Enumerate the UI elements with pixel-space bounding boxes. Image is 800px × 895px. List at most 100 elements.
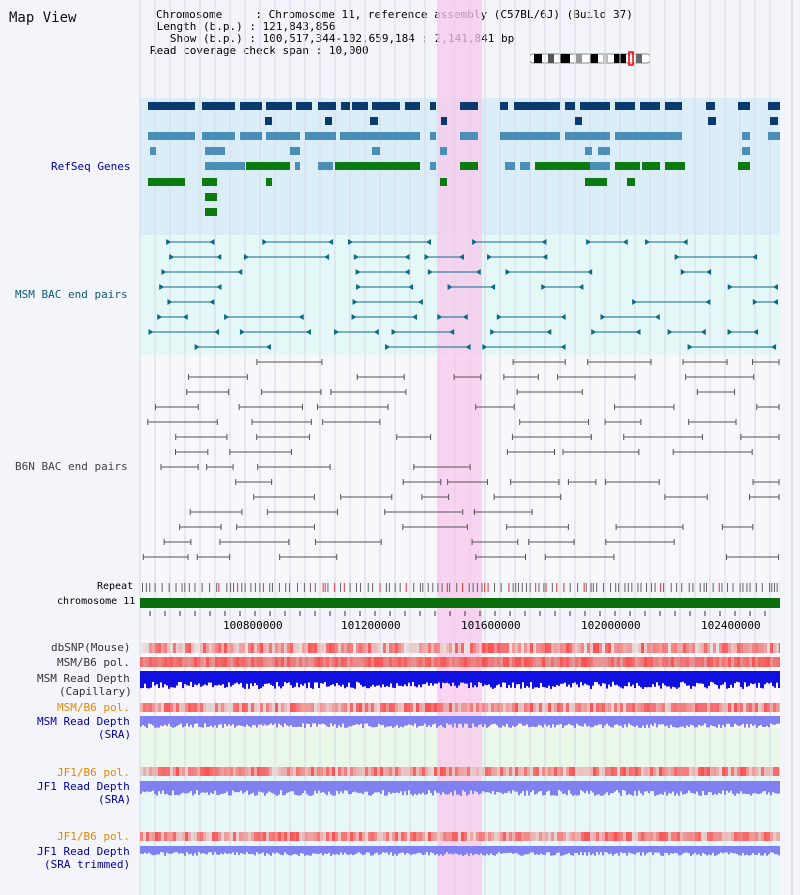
- read-depth-bar: [480, 671, 482, 683]
- tracks-layer[interactable]: [140, 102, 782, 856]
- read-depth-bar: [448, 716, 450, 725]
- read-depth-bar: [768, 671, 770, 684]
- pol-strip-cell: [275, 643, 278, 653]
- read-depth-bar: [386, 781, 388, 796]
- pol-strip-cell: [452, 832, 455, 841]
- pol-strip-cell: [314, 832, 317, 841]
- pol-strip-cell: [770, 767, 773, 776]
- pol-strip-cell: [299, 657, 302, 667]
- read-depth-bar: [430, 716, 432, 728]
- read-depth-bar: [504, 671, 506, 683]
- read-depth-bar: [394, 716, 396, 727]
- pol-strip-cell: [521, 643, 524, 653]
- pol-strip-cell: [680, 657, 683, 667]
- pol-strip-cell: [761, 703, 764, 712]
- read-depth-bar: [314, 671, 316, 683]
- read-depth-bar: [648, 671, 650, 687]
- read-depth-bar: [494, 671, 496, 688]
- pol-strip-cell: [734, 703, 737, 712]
- read-depth-bar: [464, 671, 466, 684]
- read-depth-bar: [370, 671, 372, 687]
- read-depth-bar: [754, 716, 756, 725]
- read-depth-bar: [770, 671, 772, 683]
- pol-strip-cell: [584, 643, 587, 653]
- pol-strip-cell: [617, 832, 620, 841]
- pol-strip-cell: [740, 657, 743, 667]
- pol-strip-cell: [296, 657, 299, 667]
- read-depth-bar: [512, 671, 514, 683]
- read-depth-bar: [222, 781, 224, 794]
- read-depth-bar: [380, 781, 382, 794]
- pol-strip-cell: [272, 703, 275, 712]
- read-depth-bar: [496, 781, 498, 792]
- read-depth-bar: [174, 671, 176, 688]
- read-depth-bar: [506, 846, 508, 853]
- read-depth-bar: [256, 671, 258, 686]
- read-depth-bar: [208, 781, 210, 796]
- pol-strip-cell: [443, 643, 446, 653]
- read-depth-bar: [310, 716, 312, 728]
- pol-strip-cell: [344, 832, 347, 841]
- read-depth-bar: [642, 846, 644, 853]
- read-depth-bar: [282, 671, 284, 687]
- pol-strip-cell: [476, 832, 479, 841]
- read-depth-bar: [174, 716, 176, 728]
- read-depth-bar: [158, 716, 160, 728]
- pol-strip-cell: [473, 657, 476, 667]
- read-depth-bar: [408, 846, 410, 854]
- bac-end-marker: [355, 269, 361, 275]
- read-depth-bar: [308, 781, 310, 796]
- pol-strip-cell: [275, 832, 278, 841]
- pol-strip-cell: [398, 832, 401, 841]
- read-depth-bar: [272, 671, 274, 686]
- pol-strip-cell: [659, 832, 662, 841]
- label-b6n-bac: B6N BAC end pairs: [15, 460, 128, 473]
- pol-strip-cell: [716, 703, 719, 712]
- read-depth-bar: [490, 781, 492, 794]
- read-depth-bar: [564, 846, 566, 855]
- read-depth-bar: [580, 716, 582, 727]
- read-depth-bar: [190, 781, 192, 791]
- read-depth-bar: [410, 781, 412, 795]
- pol-strip-cell: [203, 657, 206, 667]
- read-depth-bar: [184, 781, 186, 794]
- pol-strip-cell: [773, 832, 776, 841]
- pol-strip-cell: [551, 643, 554, 653]
- pol-strip-cell: [677, 703, 680, 712]
- pol-strip-cell: [146, 643, 149, 653]
- read-depth-bar: [404, 846, 406, 855]
- pol-strip-cell: [158, 643, 161, 653]
- pol-strip-cell: [278, 832, 281, 841]
- repeat-feature: [278, 583, 280, 592]
- pol-strip-cell: [299, 767, 302, 776]
- bac-end-marker: [687, 344, 693, 350]
- pol-strip-cell: [389, 703, 392, 712]
- pol-strip-cell: [368, 643, 371, 653]
- read-depth-bar: [320, 846, 322, 854]
- pol-strip-cell: [359, 657, 362, 667]
- pol-strip-cell: [404, 767, 407, 776]
- read-depth-bar: [686, 716, 688, 726]
- pol-strip-cell: [176, 767, 179, 776]
- pol-strip-cell: [479, 703, 482, 712]
- label-msm-bac: MSM BAC end pairs: [15, 288, 128, 301]
- pol-strip-cell: [452, 657, 455, 667]
- pol-strip-cell: [194, 767, 197, 776]
- bac-end-marker: [425, 239, 431, 245]
- pol-strip-cell: [284, 832, 287, 841]
- pol-strip-cell: [368, 832, 371, 841]
- pol-strip-cell: [563, 832, 566, 841]
- bac-end-marker: [216, 284, 222, 290]
- read-depth-bar: [706, 716, 708, 728]
- pol-strip-cell: [629, 832, 632, 841]
- pol-strip-cell: [767, 657, 770, 667]
- read-depth-bar: [370, 716, 372, 727]
- pol-strip-cell: [695, 832, 698, 841]
- pol-strip-cell: [236, 657, 239, 667]
- read-depth-bar: [524, 671, 526, 689]
- read-depth-bar: [660, 671, 662, 689]
- read-depth-bar: [592, 781, 594, 793]
- read-depth-bar: [764, 671, 766, 685]
- pol-strip-cell: [182, 703, 185, 712]
